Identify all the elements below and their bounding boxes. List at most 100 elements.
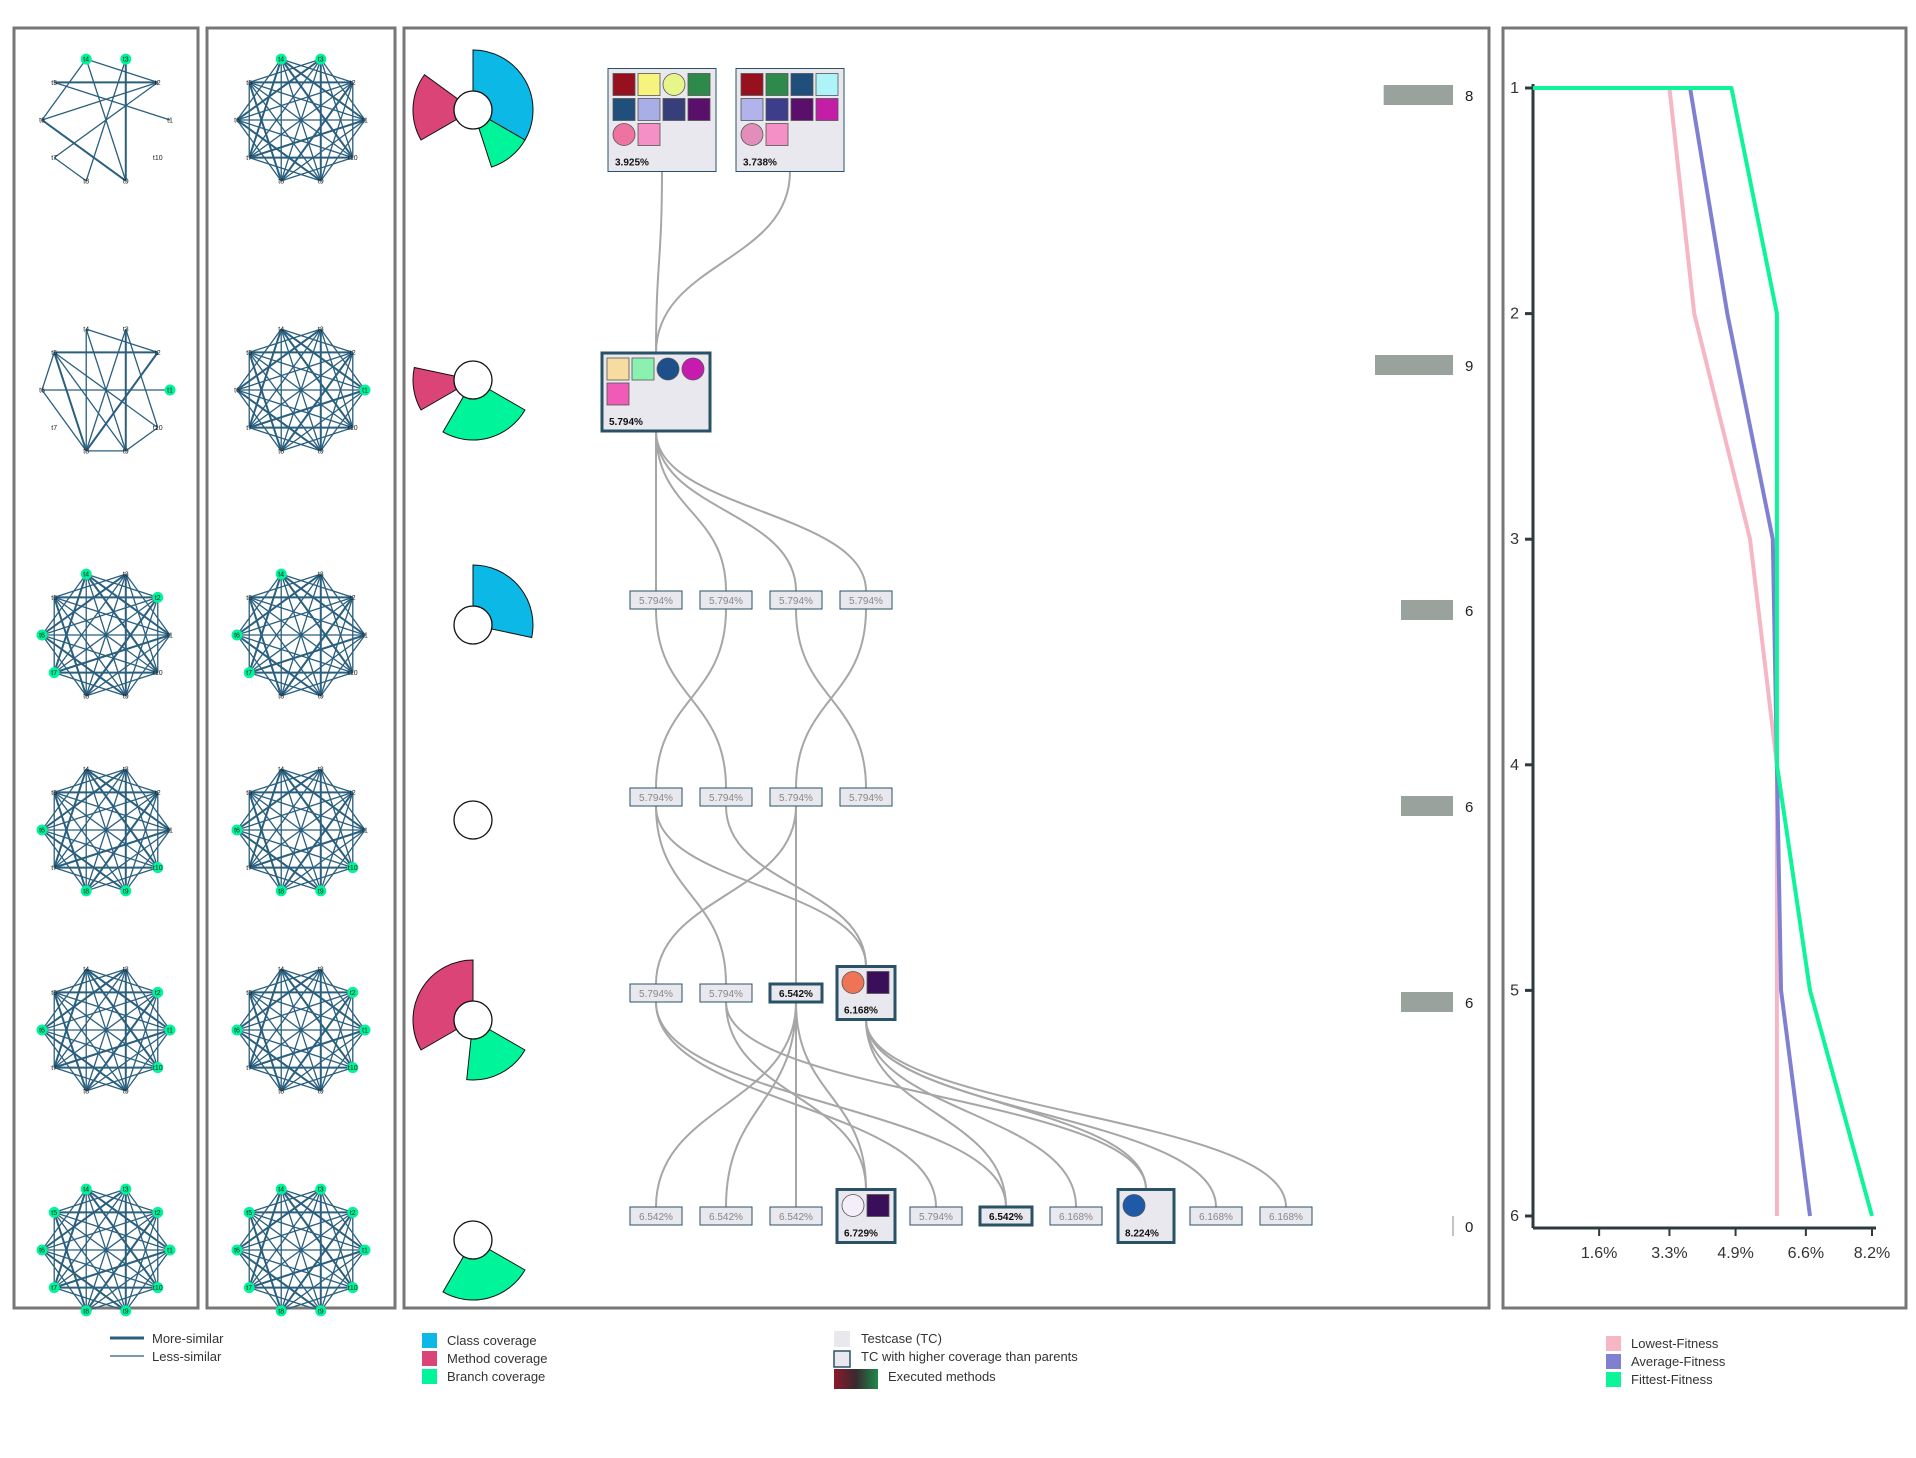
coverage-label: 6.168% <box>844 1006 878 1017</box>
testcase-g5-2[interactable]: 5.794% <box>700 984 752 1002</box>
node-label: t8 <box>83 448 89 455</box>
testcase-g6-5[interactable]: 5.794% <box>910 1207 962 1225</box>
similarity-edge <box>42 352 54 390</box>
coverage-label: 5.794% <box>779 793 813 804</box>
testcase-g4-1[interactable]: 5.794% <box>630 788 682 806</box>
testcase-g2-1[interactable]: 5.794% <box>602 353 710 431</box>
testcase-g6-3[interactable]: 6.542% <box>770 1207 822 1225</box>
node-label: t7 <box>246 865 252 872</box>
fitness-chart: 1234561.6% 3.3% 4.9% 6.6% 8.2% <box>1510 80 1890 1262</box>
testcase-g3-3[interactable]: 5.794% <box>770 591 822 609</box>
testcase-g4-3[interactable]: 5.794% <box>770 788 822 806</box>
coverage-label: 6.542% <box>989 1212 1023 1223</box>
glyph-center <box>454 801 492 839</box>
node-label: t4 <box>278 967 284 974</box>
node-label: t2 <box>155 790 161 797</box>
testcase-g4-4[interactable]: 5.794% <box>840 788 892 806</box>
similarity-edge <box>42 390 86 451</box>
fitness-legend: Lowest-Fitness Average-Fitness Fittest-F… <box>1606 1336 1726 1387</box>
testcase-g6-1[interactable]: 6.542% <box>630 1207 682 1225</box>
method-coverage-label: Method coverage <box>447 1351 547 1366</box>
node-label: t5 <box>246 1210 252 1217</box>
testcase-g5-3[interactable]: 6.542% <box>770 984 822 1002</box>
testcase-g3-4[interactable]: 5.794% <box>840 591 892 609</box>
testcase-g6-8[interactable]: 8.224% <box>1118 1190 1174 1243</box>
node-label: t8 <box>83 888 89 895</box>
testcase-g6-10[interactable]: 6.168% <box>1260 1207 1312 1225</box>
glyph-center <box>454 1001 492 1039</box>
count-label: 9 <box>1465 358 1473 375</box>
genealogy-links <box>656 172 1286 1208</box>
coverage-glyph-gen-3 <box>454 565 533 644</box>
node-label: t10 <box>153 155 163 162</box>
executed-method <box>741 99 763 121</box>
testcase-g3-2[interactable]: 5.794% <box>700 591 752 609</box>
node-label: t2 <box>350 595 356 602</box>
testcase-swatch <box>834 1331 850 1347</box>
node-label: t2 <box>350 790 356 797</box>
parent-link <box>656 431 866 591</box>
branch-coverage-label: Branch coverage <box>447 1369 545 1384</box>
coverage-label: 3.925% <box>615 158 649 169</box>
average-fitness-line <box>1690 88 1810 1216</box>
class-coverage-label: Class coverage <box>447 1333 537 1348</box>
count-label: 0 <box>1465 1219 1473 1236</box>
class-coverage-swatch <box>422 1333 437 1348</box>
similarity-edge <box>54 158 86 181</box>
generation-count-2: 9 <box>1375 355 1473 375</box>
coverage-label: 6.729% <box>844 1229 878 1240</box>
y-tick-label: 6 <box>1510 1208 1519 1225</box>
testcase-g3-1[interactable]: 5.794% <box>630 591 682 609</box>
testcase-g1-2[interactable]: 3.738% <box>736 69 844 172</box>
count-bar <box>1375 355 1453 375</box>
node-label: t10 <box>348 425 358 432</box>
parent-link <box>866 1020 1006 1208</box>
lowest-fitness-label: Lowest-Fitness <box>1631 1336 1719 1351</box>
node-label: t9 <box>318 888 324 895</box>
testcase-g6-4[interactable]: 6.729% <box>837 1190 895 1243</box>
node-label: t3 <box>318 967 324 974</box>
executed-method <box>741 74 763 96</box>
method-coverage-arc <box>413 368 457 410</box>
y-tick-label: 1 <box>1510 80 1519 97</box>
coverage-glyph-gen-5 <box>413 960 525 1080</box>
coverage-label: 5.794% <box>609 417 643 428</box>
testcase-g5-4[interactable]: 6.168% <box>837 967 895 1020</box>
coverage-label: 5.794% <box>709 989 743 1000</box>
node-label: t1 <box>167 388 173 395</box>
testcase-g6-2[interactable]: 6.542% <box>700 1207 752 1225</box>
count-label: 6 <box>1465 603 1473 620</box>
testcase-g6-7[interactable]: 6.168% <box>1050 1207 1102 1225</box>
x-tick-label: 8.2% <box>1854 1245 1890 1262</box>
testcase-g6-6[interactable]: 6.542% <box>980 1207 1032 1225</box>
network-left-6: t1 t2 t3 t4 t5 t6 t7 t8 t9 t10 <box>37 1184 176 1317</box>
node-label: t7 <box>51 1065 57 1072</box>
testcase-g4-2[interactable]: 5.794% <box>700 788 752 806</box>
y-tick-label: 3 <box>1510 531 1519 548</box>
lowest-fitness-line <box>1669 88 1776 1216</box>
count-bar <box>1401 992 1453 1012</box>
node-label: t9 <box>123 178 129 185</box>
coverage-legend: Class coverage Method coverage Branch co… <box>422 1333 547 1384</box>
network-left-3: t1t2t3t4t5t6t7t8 t9t10 <box>37 569 174 701</box>
testcase-g1-1[interactable]: 3.925% <box>608 69 716 172</box>
testcase-g5-1[interactable]: 5.794% <box>630 984 682 1002</box>
node-label: t1 <box>167 828 173 835</box>
node-label: t5 <box>246 80 252 87</box>
node-label: t8 <box>278 178 284 185</box>
node-label: t10 <box>153 425 163 432</box>
node-label: t10 <box>348 155 358 162</box>
coverage-label: 5.794% <box>919 1212 953 1223</box>
coverage-glyph-gen-1 <box>413 50 533 167</box>
branch-coverage-arc <box>443 1250 525 1301</box>
executed-method <box>607 358 629 380</box>
executed-method <box>663 99 685 121</box>
node-label: t2 <box>155 595 161 602</box>
testcase-g6-9[interactable]: 6.168% <box>1190 1207 1242 1225</box>
coverage-label: 5.794% <box>779 596 813 607</box>
executed-method <box>867 1195 889 1217</box>
executed-method <box>766 74 788 96</box>
coverage-label: 5.794% <box>639 596 673 607</box>
executed-methods-label: Executed methods <box>888 1369 996 1384</box>
generation-count-6: 0 <box>1453 1216 1473 1236</box>
